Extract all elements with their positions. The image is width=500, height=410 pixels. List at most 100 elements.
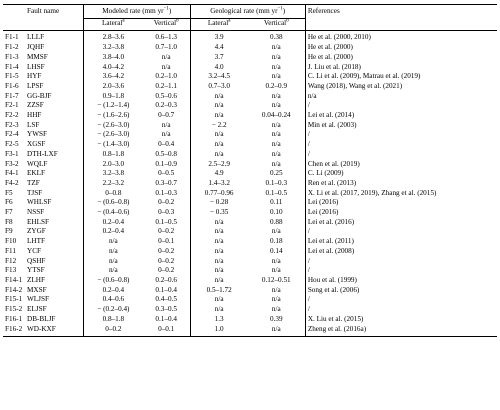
geological-lateral-cell: n/a	[189, 275, 248, 286]
table-row: F11 YCF n/a 0–0.2 n/a 0.14 Lei et al. (2008)	[3, 246, 497, 257]
table-row: F2-1 ZZSF − (1.2–1.4) 0.2–0.3 n/a n/a /	[3, 101, 497, 112]
table-row: F15-2 ELJSF − (0.2–0.4) 0.3–0.5 n/a n/a /	[3, 305, 497, 315]
modeled-lateral-cell: n/a	[82, 237, 143, 247]
geological-vertical-cell: n/a	[247, 324, 306, 338]
reference-cell: Lei et al. (2008)	[304, 246, 497, 257]
reference-cell: Zheng et al. (2016a)	[304, 324, 497, 338]
geological-rate-paren: )	[282, 7, 286, 15]
reference-cell: /	[304, 101, 497, 112]
modeled-lateral-cell: n/a	[82, 266, 143, 276]
header-modeled-vertical: Verticalb	[142, 18, 191, 32]
fault-id-cell: F13	[5, 266, 17, 275]
table-row: F1-6 LPSF 2.0–3.6 0.2–1.1 0.7–3.0 0.2–0.9 Wang…	[3, 81, 497, 92]
fault-name-cell: LLLF	[27, 33, 45, 42]
geological-lateral-cell: 3.2–4.5	[189, 72, 248, 82]
reference-cell: He et al. (2000, 2010)	[304, 30, 497, 44]
fault-id-cell: F16-2	[3, 324, 25, 338]
fault-id-cell: F4-1	[5, 169, 19, 178]
modeled-vertical-cell: 0–0.2	[158, 227, 175, 236]
fault-name-cell: LSF	[27, 120, 40, 129]
header-ref-spacer-2	[304, 18, 497, 32]
modeled-vertical-cell: n/a	[161, 52, 171, 61]
geological-lateral-cell: 0.5–1.72	[189, 285, 248, 296]
reference-cell: Lei et al. (2014)	[304, 111, 497, 121]
reference-cell: /	[304, 130, 497, 141]
modeled-vertical-cell: 0.3–0.5	[155, 305, 177, 314]
geological-lateral-cell: 0.77–0.96	[189, 188, 248, 199]
modeled-vertical-cell: 0–0.3	[158, 208, 175, 217]
fault-name-cell: TJSF	[27, 188, 43, 197]
modeled-vertical-cell: 0.1–0.9	[155, 159, 177, 168]
geological-lateral-label: Lateral	[207, 18, 229, 27]
modeled-lateral-cell: 0.9–1.8	[82, 91, 143, 102]
geological-rate-unit-exp: −1	[277, 6, 283, 12]
reference-cell: Lei et al. (2016)	[304, 217, 497, 228]
table-row: F4-1 EKLF 3.2–3.8 0–0.5 4.9 0.25 C. Li (2009)	[3, 169, 497, 179]
fault-name-cell: TZF	[27, 178, 40, 187]
fault-name-cell: WHLSF	[27, 198, 52, 207]
fault-id-cell: F1-2	[5, 43, 19, 52]
modeled-lateral-cell: n/a	[82, 256, 143, 267]
table-row: F12 QSHF n/a 0–0.2 n/a n/a /	[3, 256, 497, 267]
fault-id-cell: F1-6	[5, 81, 19, 90]
modeled-vertical-sup: b	[176, 18, 179, 24]
modeled-vertical-cell: 0.1–0.4	[155, 285, 177, 294]
modeled-lateral-cell: 2.2–3.2	[82, 178, 143, 189]
table-row: F10 LHTF n/a 0–0.1 n/a 0.18 Lei et al. (2011)	[3, 237, 497, 247]
modeled-vertical-cell: n/a	[161, 120, 171, 129]
geological-lateral-cell: n/a	[189, 246, 248, 257]
table-row: F15-1 WLJSF 0.4–0.6 0.4–0.5 n/a n/a /	[3, 295, 497, 306]
table-row: F2-5 XGSF − (1.4–3.0) 0–0.4 n/a n/a /	[3, 140, 497, 150]
reference-cell: C. Li (2009)	[304, 169, 497, 179]
fault-id-cell: F4-2	[5, 178, 19, 187]
reference-cell: X. Li et al. (2017, 2019), Zhang et al. …	[304, 188, 497, 199]
geological-vertical-cell: n/a	[271, 285, 281, 294]
table-row: F14-2 MXSF 0.2–0.4 0.1–0.4 0.5–1.72 n/a Song e…	[3, 285, 497, 296]
modeled-lateral-cell: 4.0–4.2	[82, 62, 143, 73]
modeled-lateral-label: Lateral	[102, 18, 123, 27]
modeled-vertical-cell: 0–0.4	[158, 140, 175, 149]
geological-lateral-cell: n/a	[189, 266, 248, 276]
geological-lateral-cell: n/a	[189, 217, 248, 228]
geological-vertical-cell: n/a	[271, 91, 281, 100]
fault-id-cell: F11	[5, 246, 16, 255]
modeled-vertical-label: Vertical	[153, 18, 177, 27]
geological-vertical-cell: n/a	[271, 120, 281, 129]
geological-vertical-cell: 0.38	[269, 33, 283, 42]
fault-id-cell: F1-5	[5, 72, 19, 81]
fault-name-cell: ZYGF	[27, 227, 46, 236]
geological-lateral-cell: − 0.35	[189, 208, 248, 218]
modeled-vertical-cell: 0–0.7	[158, 111, 175, 120]
geological-vertical-cell: n/a	[271, 295, 281, 304]
geological-lateral-cell: n/a	[189, 111, 248, 121]
geological-vertical-cell: 0.1–0.5	[265, 188, 288, 197]
geological-vertical-cell: n/a	[271, 62, 281, 71]
fault-name-cell: MXSF	[27, 285, 47, 294]
modeled-vertical-cell: n/a	[161, 130, 171, 139]
reference-cell: /	[304, 227, 497, 238]
geological-vertical-cell: 0.2–0.9	[265, 81, 288, 90]
fault-id-cell: F16-1	[5, 314, 23, 323]
fault-id-cell: F15-1	[5, 295, 23, 304]
table-row: F1-3 MMSF 3.8–4.0 n/a 3.7 n/a He et al. (2000)	[3, 52, 497, 63]
fault-id-cell: F2-4	[5, 130, 19, 139]
table-header: Fault name Modeled rate (mm yr−1) Geolog…	[3, 4, 497, 32]
table-row: F3-2 WQLF 2.0–3.0 0.1–0.9 2.5–2.9 n/a Chen et …	[3, 159, 497, 170]
header-id-spacer	[3, 4, 25, 19]
reference-cell: /	[304, 305, 497, 315]
modeled-lateral-cell: − (0.6–0.8)	[82, 275, 143, 286]
fault-name-cell: LPSF	[27, 81, 44, 90]
fault-name-cell: ELJSF	[27, 305, 47, 314]
geological-lateral-cell: 4.9	[189, 169, 248, 179]
modeled-vertical-cell: 0.1–0.3	[155, 188, 177, 197]
fault-id-cell: F2-2	[5, 111, 19, 120]
geological-lateral-cell: 0.7–3.0	[189, 81, 248, 92]
modeled-vertical-cell: 0.2–0.6	[155, 275, 177, 284]
modeled-lateral-cell: 0.2–0.4	[82, 227, 143, 238]
geological-lateral-cell: n/a	[189, 295, 248, 306]
modeled-lateral-cell: 0.2–0.4	[82, 285, 143, 296]
header-modeled-lateral: Laterala	[82, 18, 143, 32]
reference-cell: Hou et al. (1999)	[304, 275, 497, 286]
reference-cell: Min et al. (2003)	[304, 120, 497, 131]
geological-lateral-cell: − 2.2	[189, 120, 248, 131]
